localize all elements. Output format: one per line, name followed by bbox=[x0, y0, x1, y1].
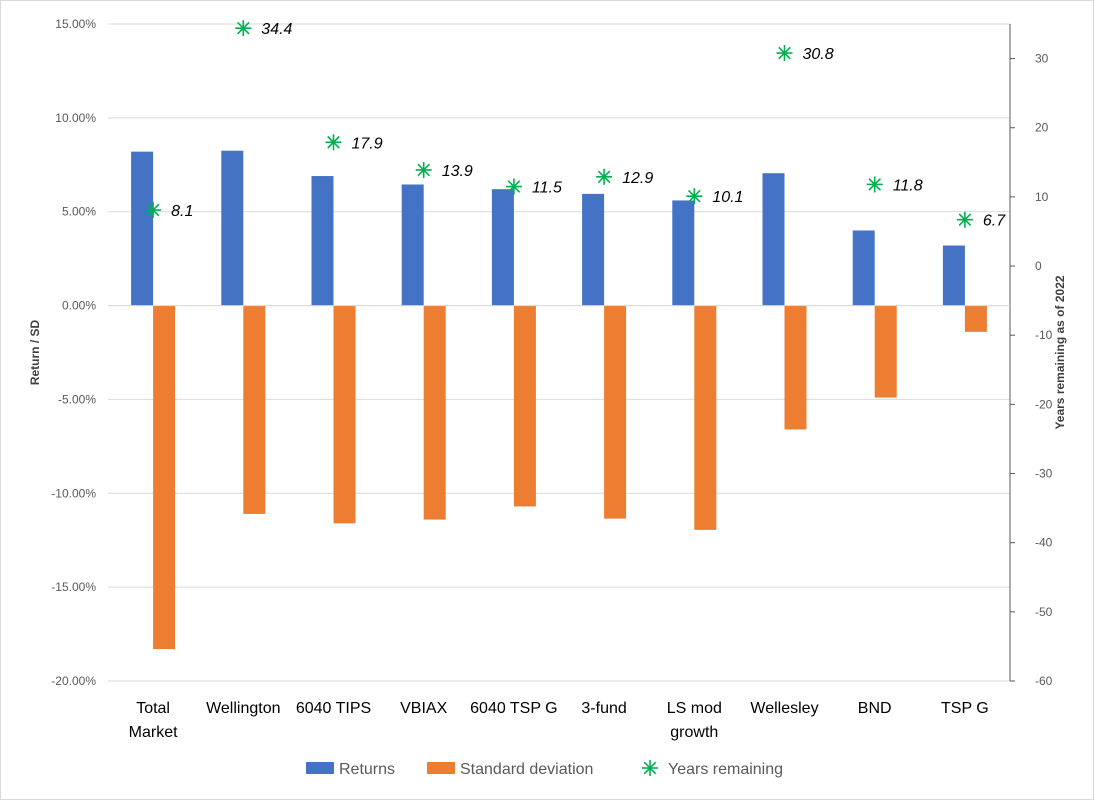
returns-bar bbox=[311, 176, 334, 306]
returns-bar bbox=[221, 150, 244, 306]
category-label: LS mod bbox=[667, 700, 722, 717]
standard-deviation-bar bbox=[964, 305, 987, 332]
category-label: growth bbox=[670, 724, 718, 741]
years-remaining-marker bbox=[866, 176, 883, 193]
years-remaining-data-label: 8.1 bbox=[171, 203, 193, 220]
right-axis-tick-label: 30 bbox=[1035, 52, 1049, 66]
standard-deviation-bar bbox=[153, 305, 176, 650]
right-axis-tick-label: 10 bbox=[1035, 190, 1049, 204]
left-axis-tick-label: 10.00% bbox=[55, 111, 96, 125]
legend-swatch-years-remaining bbox=[642, 760, 658, 776]
returns-bar bbox=[582, 193, 605, 306]
left-axis-tick-label: -20.00% bbox=[51, 674, 96, 688]
standard-deviation-bar bbox=[423, 305, 446, 520]
years-remaining-marker bbox=[686, 188, 703, 205]
legend-label-standard-deviation: Standard deviation bbox=[460, 761, 593, 778]
category-label: Market bbox=[129, 724, 178, 741]
legend-swatch-standard-deviation bbox=[427, 762, 455, 774]
category-label: Wellington bbox=[206, 700, 280, 717]
left-axis-tick-label: -5.00% bbox=[58, 392, 96, 406]
years-remaining-marker bbox=[415, 161, 432, 178]
standard-deviation-bar bbox=[784, 305, 807, 430]
left-axis-title: Return / SD bbox=[28, 320, 42, 386]
right-axis-tick-label: -30 bbox=[1035, 467, 1053, 481]
years-remaining-marker bbox=[956, 211, 973, 228]
standard-deviation-bar bbox=[604, 305, 627, 519]
right-axis-tick-label: -40 bbox=[1035, 536, 1053, 550]
returns-bar bbox=[762, 173, 785, 306]
standard-deviation-bar bbox=[243, 305, 266, 514]
right-axis-tick-label: 20 bbox=[1035, 121, 1049, 135]
standard-deviation-bar bbox=[513, 305, 536, 507]
left-axis-tick-label: 0.00% bbox=[62, 299, 96, 313]
years-remaining-marker bbox=[505, 178, 522, 195]
legend-swatch-returns bbox=[306, 762, 334, 774]
left-axis-tick-label: -15.00% bbox=[51, 580, 96, 594]
years-remaining-marker bbox=[596, 168, 613, 185]
years-remaining-marker bbox=[325, 134, 342, 151]
standard-deviation-bar bbox=[694, 305, 717, 530]
returns-bar bbox=[942, 245, 965, 306]
years-remaining-data-label: 11.8 bbox=[893, 177, 923, 194]
years-remaining-marker bbox=[145, 202, 162, 219]
category-label: 6040 TSP G bbox=[470, 700, 557, 717]
years-remaining-data-label: 11.5 bbox=[532, 180, 562, 197]
years-remaining-marker bbox=[235, 20, 252, 37]
returns-bar bbox=[852, 230, 875, 306]
left-axis-tick-label: 5.00% bbox=[62, 205, 96, 219]
years-remaining-data-label: 17.9 bbox=[352, 135, 383, 152]
category-label: TSP G bbox=[941, 700, 989, 717]
left-axis-tick-label: 15.00% bbox=[55, 17, 96, 31]
right-axis-title: Years remaining as of 2022 bbox=[1053, 275, 1067, 429]
category-label: VBIAX bbox=[400, 700, 447, 717]
category-label: Wellesley bbox=[750, 700, 818, 717]
standard-deviation-bar bbox=[333, 305, 356, 524]
returns-bar bbox=[491, 189, 514, 306]
returns-bar bbox=[131, 151, 154, 306]
legend-label-years-remaining: Years remaining bbox=[668, 761, 783, 778]
left-axis-tick-label: -10.00% bbox=[51, 486, 96, 500]
category-label: Total bbox=[136, 700, 170, 717]
years-remaining-data-label: 34.4 bbox=[261, 21, 292, 38]
years-remaining-data-label: 6.7 bbox=[983, 213, 1006, 230]
right-axis-tick-label: -20 bbox=[1035, 397, 1053, 411]
years-remaining-data-label: 10.1 bbox=[712, 189, 743, 206]
years-remaining-data-label: 12.9 bbox=[622, 170, 653, 187]
years-remaining-marker bbox=[776, 45, 793, 62]
years-remaining-data-label: 13.9 bbox=[442, 163, 473, 180]
category-label: 3-fund bbox=[581, 700, 626, 717]
returns-bar bbox=[672, 200, 695, 306]
category-label: BND bbox=[858, 700, 892, 717]
right-axis-tick-label: -50 bbox=[1035, 605, 1053, 619]
category-label: 6040 TIPS bbox=[296, 700, 371, 717]
right-axis-tick-label: 0 bbox=[1035, 259, 1042, 273]
years-remaining-data-label: 30.8 bbox=[803, 46, 834, 63]
returns-bar bbox=[401, 184, 424, 306]
standard-deviation-bar bbox=[874, 305, 897, 398]
right-axis-tick-label: -10 bbox=[1035, 328, 1053, 342]
legend-label-returns: Returns bbox=[339, 761, 395, 778]
right-axis-tick-label: -60 bbox=[1035, 674, 1053, 688]
